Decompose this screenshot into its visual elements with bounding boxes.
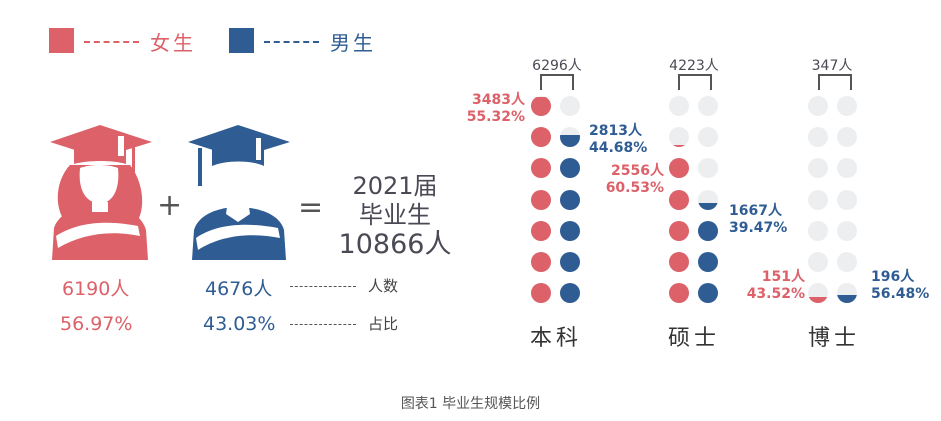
phd-female-count: 151人 — [761, 269, 805, 285]
female-dot — [669, 220, 689, 241]
male-count: 4676人 — [205, 278, 273, 300]
master-female-annotation: 2556人 60.53% — [596, 163, 664, 197]
undergrad-female-annotation: 3483人 55.32% — [455, 92, 525, 126]
female-dot — [669, 252, 689, 272]
male-dot — [560, 252, 580, 272]
female-count: 6190人 — [62, 278, 130, 300]
female-dot — [808, 127, 828, 148]
male-percent: 43.03% — [203, 313, 276, 335]
bracket-master — [678, 74, 712, 90]
bracket-phd — [818, 74, 852, 90]
male-dot — [560, 127, 580, 148]
male-dot — [698, 127, 718, 148]
female-percent: 56.97% — [60, 313, 133, 335]
master-male-count: 1667人 — [729, 203, 782, 219]
male-dot — [698, 252, 718, 272]
legend-female-dash — [84, 41, 139, 43]
male-dot — [837, 127, 857, 148]
group-total-master: 4223人 — [669, 58, 719, 74]
category-phd: 博士 — [808, 326, 861, 351]
female-dot — [531, 189, 551, 210]
male-dot — [560, 283, 580, 304]
female-dot — [808, 158, 828, 179]
guide-count-label: 人数 — [368, 277, 399, 295]
plus-sign: + — [157, 188, 183, 223]
female-dot — [808, 96, 828, 116]
male-dot — [837, 158, 857, 179]
category-undergrad: 本科 — [530, 326, 583, 351]
female-dot — [669, 283, 689, 304]
guide-percent-line — [290, 324, 356, 325]
male-dot — [837, 252, 857, 272]
female-dot — [531, 158, 551, 179]
female-dot — [808, 189, 828, 210]
legend-male-swatch — [229, 28, 254, 53]
master-female-count: 2556人 — [611, 163, 664, 179]
male-graduate-icon — [188, 125, 290, 260]
male-dot — [560, 220, 580, 241]
phd-male-count: 196人 — [871, 269, 915, 285]
total-year: 2021届 — [352, 172, 438, 200]
male-dot — [560, 96, 580, 116]
master-male-percent: 39.47% — [729, 220, 788, 236]
male-dot — [560, 158, 580, 179]
master-female-percent: 60.53% — [605, 180, 664, 196]
male-dot — [560, 189, 580, 210]
undergrad-male-annotation: 2813人 44.68% — [589, 123, 647, 157]
female-dot — [669, 127, 689, 148]
male-dot — [837, 283, 857, 304]
undergrad-male-count: 2813人 — [589, 123, 642, 139]
total-count: 10866人 — [338, 229, 452, 260]
female-dot — [531, 96, 551, 116]
male-dot — [698, 220, 718, 241]
male-dot — [698, 96, 718, 116]
female-dot — [808, 283, 828, 304]
legend-male-label: 男生 — [330, 31, 376, 55]
phd-male-annotation: 196人 56.48% — [871, 269, 929, 303]
female-dot — [669, 189, 689, 210]
male-dot — [837, 96, 857, 116]
equals-sign: = — [298, 190, 324, 225]
male-dot — [698, 158, 718, 179]
female-graduate-icon — [50, 125, 152, 260]
legend-male-dash — [264, 41, 319, 43]
female-dot — [808, 252, 828, 272]
male-dot — [698, 189, 718, 210]
undergrad-female-count: 3483人 — [472, 92, 525, 108]
male-dot — [837, 189, 857, 210]
male-dot — [837, 220, 857, 241]
guide-percent-label: 占比 — [368, 315, 399, 333]
legend-female-swatch — [49, 28, 74, 53]
female-dot — [808, 220, 828, 241]
total-graduates: 2021届 毕业生 10866人 — [335, 172, 455, 259]
category-master: 硕士 — [668, 326, 721, 351]
legend-female-label: 女生 — [150, 31, 196, 55]
group-total-undergrad: 6296人 — [532, 58, 582, 74]
female-dot — [531, 220, 551, 241]
phd-male-percent: 56.48% — [871, 286, 930, 302]
undergrad-female-percent: 55.32% — [466, 109, 525, 125]
male-dot — [698, 283, 718, 304]
bracket-undergrad — [540, 74, 574, 90]
master-male-annotation: 1667人 39.47% — [729, 203, 787, 237]
group-total-phd: 347人 — [811, 58, 853, 74]
figure-caption: 图表1 毕业生规模比例 — [400, 396, 541, 412]
phd-female-annotation: 151人 43.52% — [737, 269, 805, 303]
female-dot — [531, 127, 551, 148]
female-dot — [531, 283, 551, 304]
total-label: 毕业生 — [359, 201, 431, 229]
female-dot — [669, 96, 689, 116]
phd-female-percent: 43.52% — [746, 286, 805, 302]
female-dot — [669, 158, 689, 179]
undergrad-male-percent: 44.68% — [589, 140, 648, 156]
guide-count-line — [290, 286, 356, 287]
female-dot — [531, 252, 551, 272]
